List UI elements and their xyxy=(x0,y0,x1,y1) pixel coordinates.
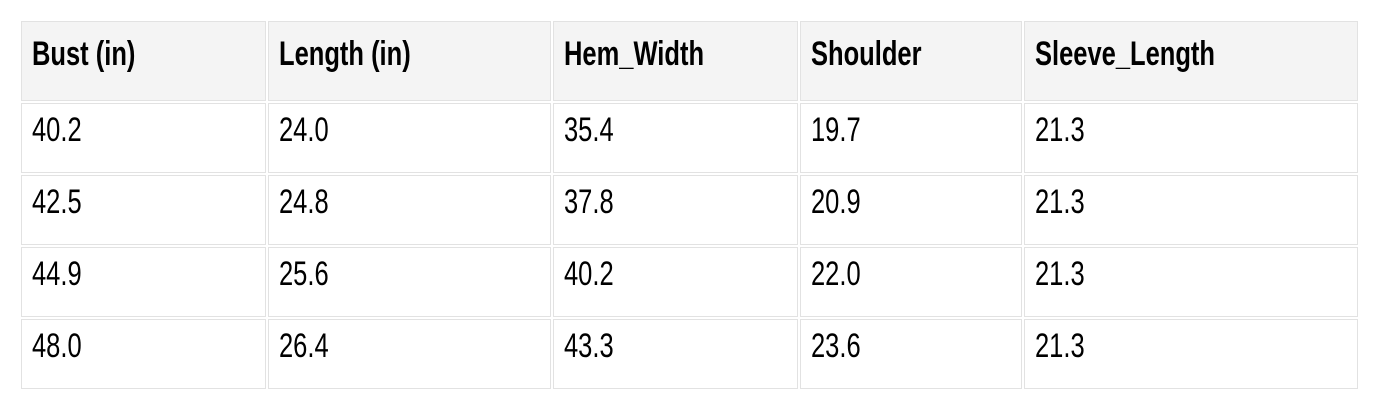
table-cell: 44.9 xyxy=(21,247,266,317)
size-chart-table: Bust (in) Length (in) Hem_Width Shoulder… xyxy=(19,19,1360,391)
cell-value: 23.6 xyxy=(811,327,861,365)
table-cell: 48.0 xyxy=(21,319,266,389)
table-row: 44.9 25.6 40.2 22.0 21.3 xyxy=(21,247,1358,317)
table-cell: 21.3 xyxy=(1024,319,1358,389)
cell-value: 24.0 xyxy=(279,111,329,149)
table-cell: 20.9 xyxy=(800,175,1022,245)
column-header-shoulder-label: Shoulder xyxy=(811,35,922,73)
table-cell: 24.0 xyxy=(268,103,551,173)
table-cell: 25.6 xyxy=(268,247,551,317)
table-row: 42.5 24.8 37.8 20.9 21.3 xyxy=(21,175,1358,245)
cell-value: 44.9 xyxy=(32,255,82,293)
cell-value: 22.0 xyxy=(811,255,861,293)
header-row: Bust (in) Length (in) Hem_Width Shoulder… xyxy=(21,21,1358,101)
table-cell: 42.5 xyxy=(21,175,266,245)
cell-value: 25.6 xyxy=(279,255,329,293)
cell-value: 21.3 xyxy=(1035,183,1085,221)
cell-value: 42.5 xyxy=(32,183,82,221)
column-header-hem-width-label: Hem_Width xyxy=(564,35,705,73)
cell-value: 26.4 xyxy=(279,327,329,365)
column-header-hem-width: Hem_Width xyxy=(553,21,798,101)
table-row: 40.2 24.0 35.4 19.7 21.3 xyxy=(21,103,1358,173)
table-body: 40.2 24.0 35.4 19.7 21.3 42.5 24.8 37.8 … xyxy=(21,103,1358,389)
table-cell: 43.3 xyxy=(553,319,798,389)
table-cell: 40.2 xyxy=(553,247,798,317)
table-header: Bust (in) Length (in) Hem_Width Shoulder… xyxy=(21,21,1358,101)
table-cell: 37.8 xyxy=(553,175,798,245)
column-header-bust-label: Bust (in) xyxy=(32,35,136,73)
table-cell: 21.3 xyxy=(1024,103,1358,173)
cell-value: 21.3 xyxy=(1035,255,1085,293)
cell-value: 19.7 xyxy=(811,111,861,149)
column-header-shoulder: Shoulder xyxy=(800,21,1022,101)
table-row: 48.0 26.4 43.3 23.6 21.3 xyxy=(21,319,1358,389)
column-header-length: Length (in) xyxy=(268,21,551,101)
table-cell: 23.6 xyxy=(800,319,1022,389)
cell-value: 21.3 xyxy=(1035,111,1085,149)
cell-value: 37.8 xyxy=(564,183,614,221)
table-cell: 24.8 xyxy=(268,175,551,245)
column-header-sleeve-length-label: Sleeve_Length xyxy=(1035,35,1215,73)
table-cell: 19.7 xyxy=(800,103,1022,173)
table-cell: 40.2 xyxy=(21,103,266,173)
cell-value: 21.3 xyxy=(1035,327,1085,365)
column-header-sleeve-length: Sleeve_Length xyxy=(1024,21,1358,101)
table-cell: 21.3 xyxy=(1024,247,1358,317)
cell-value: 40.2 xyxy=(32,111,82,149)
cell-value: 43.3 xyxy=(564,327,614,365)
table-cell: 22.0 xyxy=(800,247,1022,317)
cell-value: 20.9 xyxy=(811,183,861,221)
cell-value: 48.0 xyxy=(32,327,82,365)
column-header-bust: Bust (in) xyxy=(21,21,266,101)
table-cell: 26.4 xyxy=(268,319,551,389)
column-header-length-label: Length (in) xyxy=(279,35,411,73)
cell-value: 35.4 xyxy=(564,111,614,149)
cell-value: 24.8 xyxy=(279,183,329,221)
table-cell: 21.3 xyxy=(1024,175,1358,245)
cell-value: 40.2 xyxy=(564,255,614,293)
table-cell: 35.4 xyxy=(553,103,798,173)
